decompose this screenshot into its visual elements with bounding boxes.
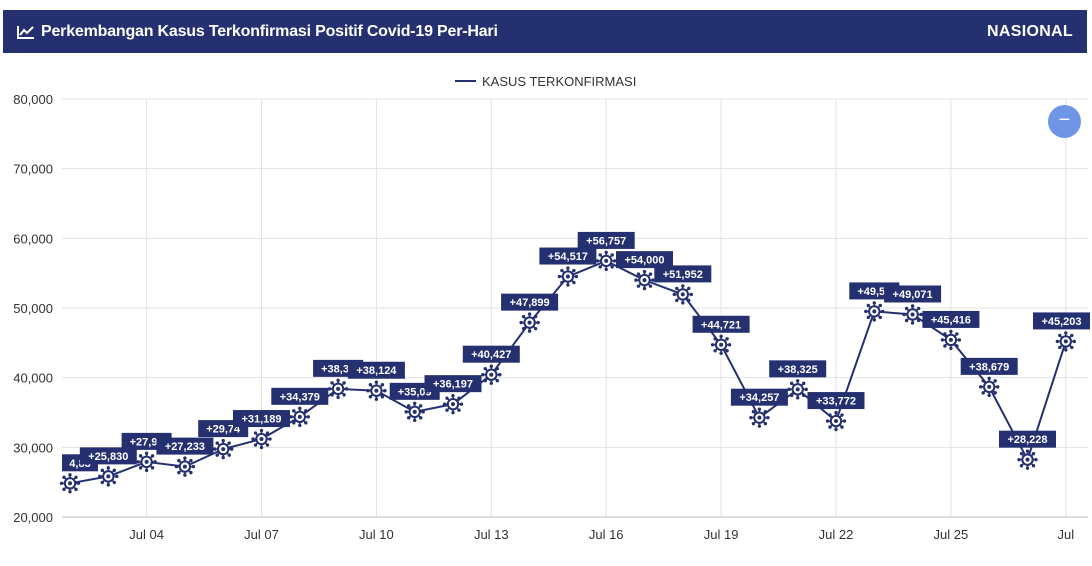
virus-marker-icon — [213, 438, 234, 460]
data-label-box — [616, 251, 673, 269]
line-chart-icon — [17, 25, 34, 39]
virus-marker-icon — [710, 334, 732, 355]
y-tick-label: 80,000 — [13, 92, 53, 107]
data-label-box — [999, 430, 1056, 448]
data-label: +31,189 — [241, 414, 281, 426]
x-tick-label: Jul 16 — [589, 527, 624, 542]
virus-marker-icon — [174, 456, 196, 477]
data-label-box — [1033, 312, 1090, 330]
y-tick-label: 30,000 — [13, 440, 53, 455]
virus-marker-icon — [1055, 331, 1076, 352]
chart-title: Perkembangan Kasus Terkonfirmasi Positif… — [41, 22, 498, 40]
data-label-box — [347, 361, 405, 379]
data-label-box — [692, 315, 750, 333]
data-label: +45,416 — [931, 314, 971, 326]
data-label: +25,830 — [88, 451, 128, 463]
virus-marker-icon — [1017, 449, 1038, 470]
data-label-box — [730, 388, 788, 406]
data-label-box — [539, 247, 597, 265]
data-label-box — [960, 357, 1018, 375]
data-label-box — [654, 265, 712, 283]
data-label-box — [807, 392, 865, 410]
data-label: +34,379 — [280, 391, 320, 403]
data-label-box — [233, 410, 290, 428]
data-label: +49,071 — [893, 289, 933, 301]
chart-header: Perkembangan Kasus Terkonfirmasi Positif… — [3, 10, 1087, 53]
data-label-box — [501, 293, 559, 311]
virus-marker-icon — [442, 393, 464, 415]
data-label: +45,203 — [1041, 316, 1081, 328]
data-label: +29,74 — [206, 424, 241, 436]
data-label: +34,257 — [739, 392, 779, 404]
virus-marker-icon — [557, 266, 579, 287]
x-tick-label: Jul 07 — [244, 527, 279, 542]
data-label-box — [79, 447, 137, 465]
data-label: +44,721 — [701, 319, 741, 331]
virus-marker-icon — [672, 284, 693, 305]
virus-marker-icon — [596, 250, 617, 272]
data-label: +28,228 — [1007, 434, 1047, 446]
scope-label[interactable]: NASIONAL — [987, 22, 1073, 40]
virus-marker-icon — [864, 301, 885, 322]
data-label-box — [769, 360, 827, 378]
data-label: +27,91 — [130, 436, 164, 448]
zoom-out-button[interactable]: − — [1048, 105, 1081, 138]
virus-marker-icon — [481, 364, 502, 385]
data-label-box — [577, 231, 635, 249]
data-label: +38,124 — [356, 365, 397, 377]
data-label: +56,757 — [586, 235, 626, 247]
x-tick-label: Jul 10 — [359, 527, 394, 542]
x-tick-label: Jul 25 — [934, 527, 969, 542]
data-label: +47,899 — [510, 297, 550, 309]
virus-marker-icon — [327, 378, 349, 400]
data-label: +35,09 — [398, 386, 432, 398]
data-label-box — [424, 375, 482, 393]
virus-marker-icon — [902, 304, 923, 325]
data-label: +54,517 — [548, 251, 588, 263]
virus-marker-icon — [59, 473, 81, 494]
data-label: +38,39 — [321, 363, 355, 375]
data-label-box — [922, 310, 980, 328]
virus-marker-icon — [787, 379, 808, 400]
data-label: +38,325 — [778, 364, 818, 376]
x-tick-label: Jul 13 — [474, 527, 509, 542]
y-tick-label: 50,000 — [13, 301, 53, 316]
data-label: +51,952 — [663, 269, 703, 281]
line-chart: 20,000 30,000 40,000 50,000 60,000 70,000 80,0… — [13, 74, 1090, 542]
x-tick-label: Jul — [1057, 527, 1074, 542]
virus-marker-icon — [825, 410, 847, 432]
data-label: +40,427 — [471, 349, 511, 361]
virus-marker-icon — [136, 451, 157, 473]
virus-marker-icon — [404, 401, 425, 423]
data-label-box — [462, 345, 520, 363]
data-label: +49,50 — [857, 286, 891, 298]
y-tick-label: 40,000 — [13, 371, 53, 386]
data-label-box — [884, 285, 942, 303]
y-tick-label: 70,000 — [13, 162, 53, 177]
data-label: +54,000 — [624, 255, 664, 267]
legend-label: KASUS TERKONFIRMASI — [482, 74, 636, 89]
y-tick-label: 20,000 — [13, 510, 53, 525]
zoom-out-icon: − — [1058, 109, 1071, 131]
x-tick-label: Jul 04 — [129, 527, 164, 542]
virus-marker-icon — [289, 406, 310, 428]
data-label: +38,679 — [969, 361, 1009, 373]
virus-marker-icon — [940, 329, 962, 351]
x-tick-label: Jul 22 — [819, 527, 854, 542]
virus-marker-icon — [251, 428, 272, 450]
chart-area: 20,000 30,000 40,000 50,000 60,000 70,000 80,0… — [0, 55, 1092, 561]
data-label-box — [271, 387, 329, 405]
data-label: +27,233 — [165, 441, 205, 453]
y-tick-label: 60,000 — [13, 231, 53, 246]
virus-marker-icon — [979, 376, 1000, 398]
virus-marker-icon — [749, 407, 770, 428]
virus-marker-icon — [634, 269, 655, 291]
virus-marker-icon — [519, 312, 540, 333]
virus-marker-icon — [98, 466, 119, 487]
data-label: +36,197 — [433, 379, 473, 391]
data-label-box — [156, 437, 214, 455]
virus-marker-icon — [366, 380, 387, 401]
x-tick-label: Jul 19 — [704, 527, 739, 542]
data-label: +33,772 — [816, 396, 856, 408]
